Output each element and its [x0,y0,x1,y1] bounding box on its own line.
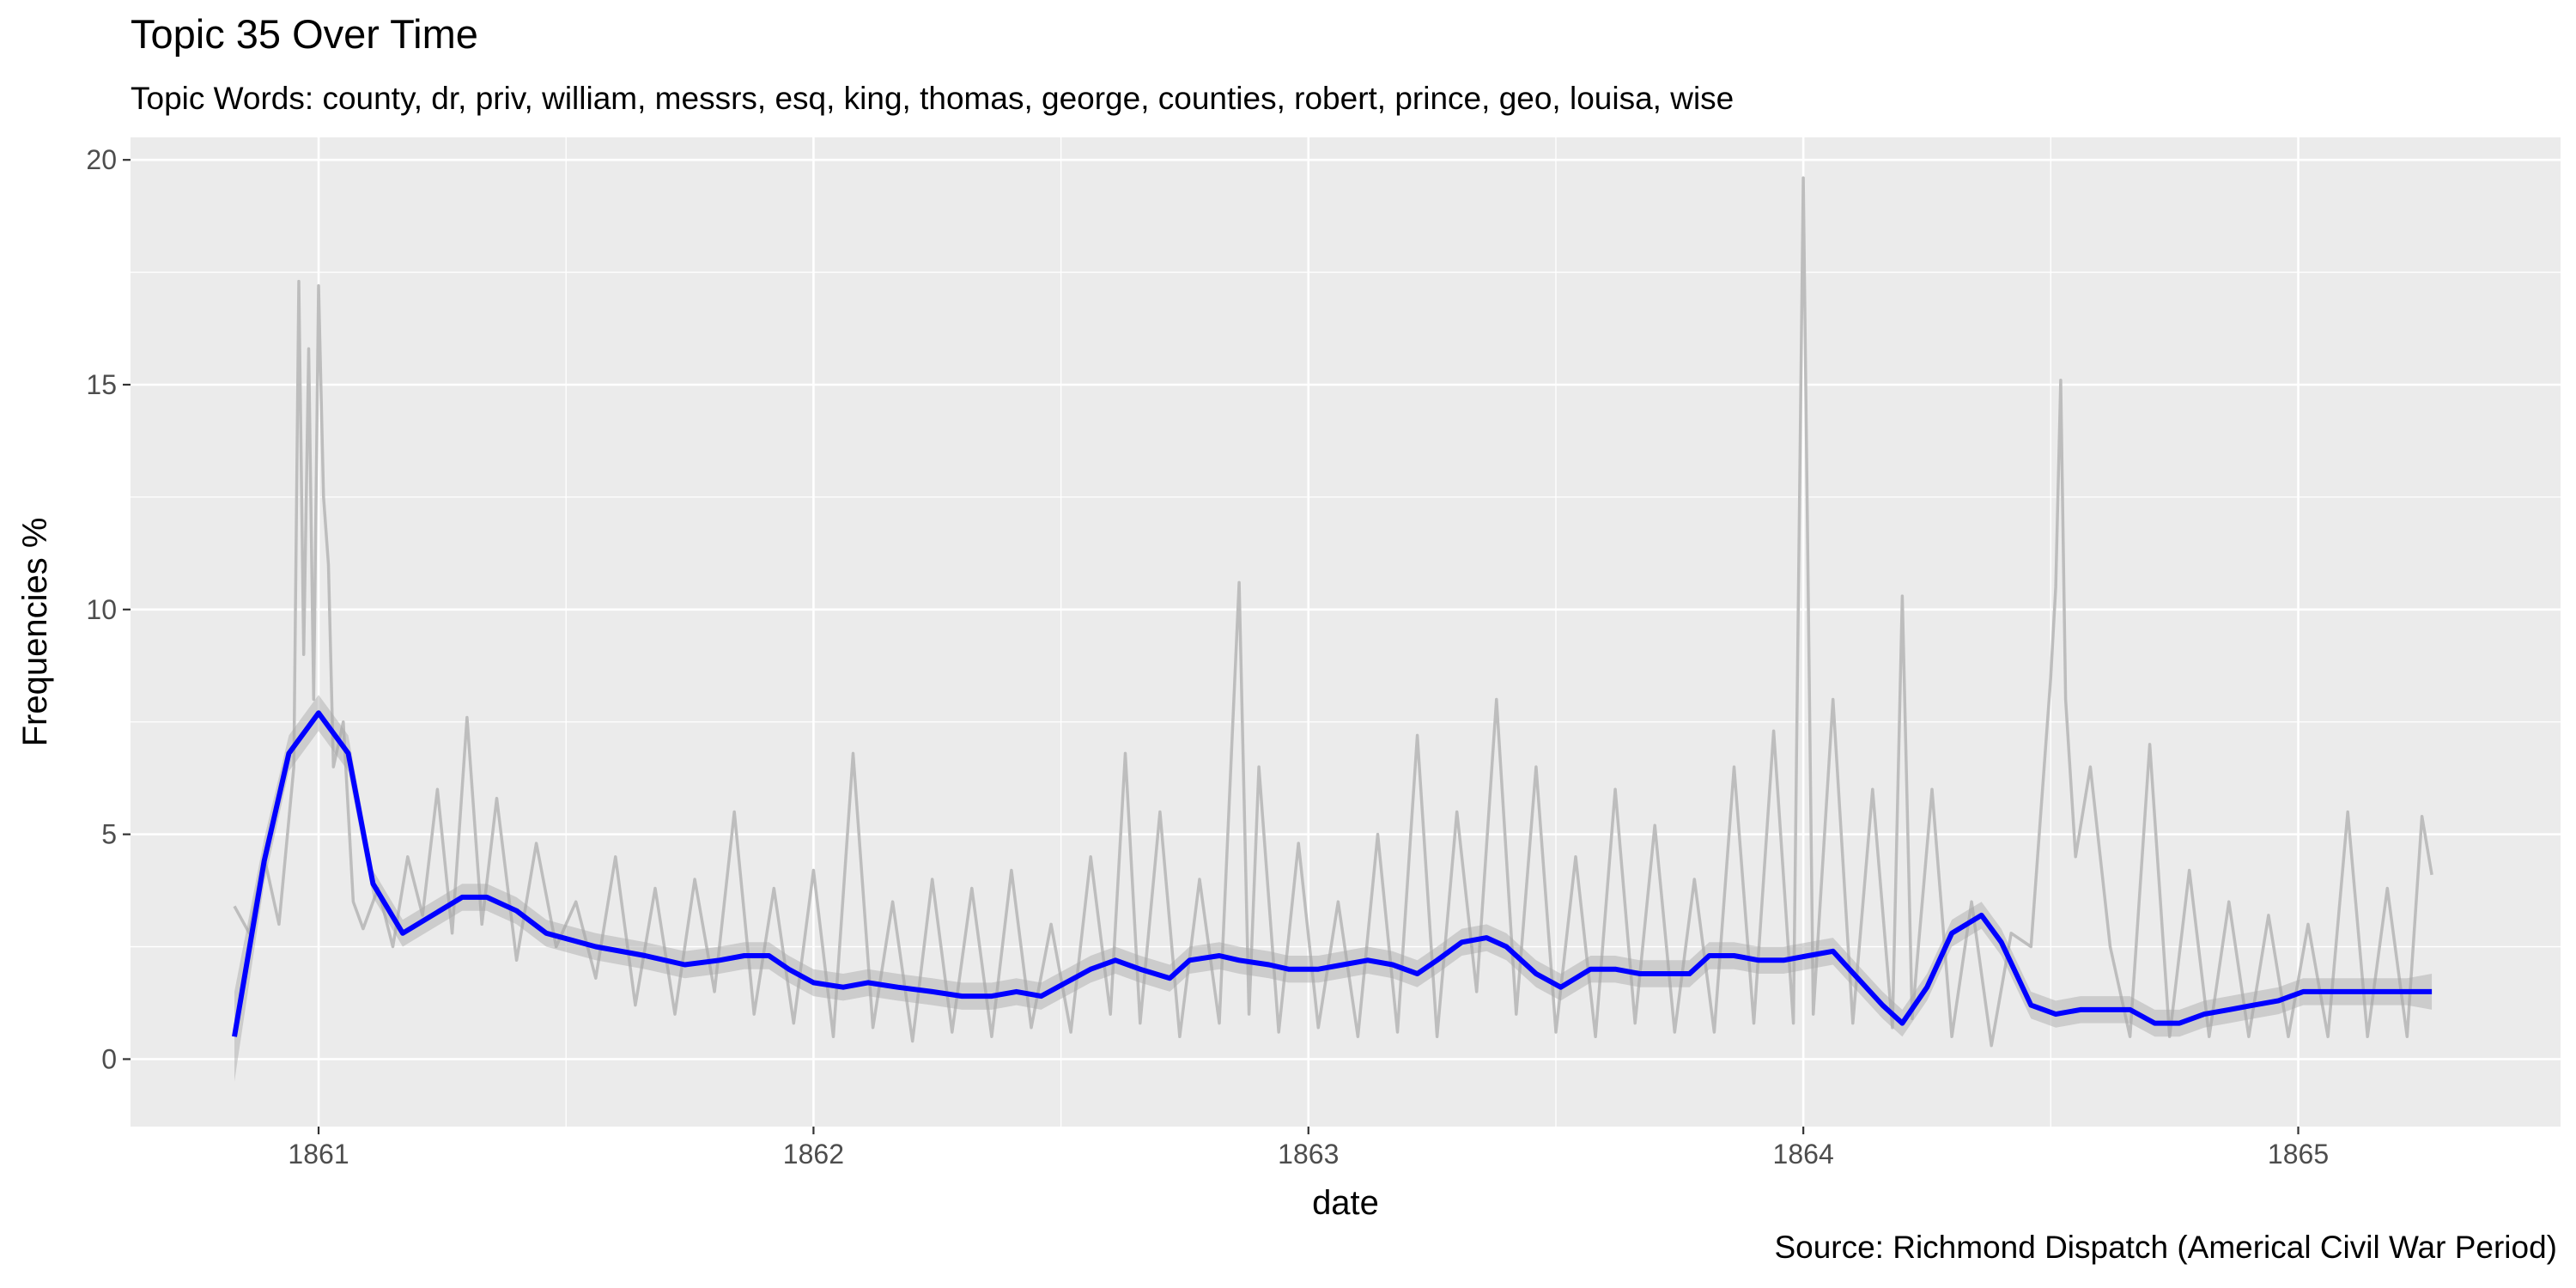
y-axis: 0 5 10 15 20 [86,144,131,1074]
y-tick-label: 15 [86,369,117,400]
y-tick-label: 5 [101,819,117,850]
x-tick-label: 1862 [783,1139,844,1170]
y-tick-label: 0 [101,1043,117,1074]
smoothed-series [232,710,2433,1037]
plot-panel [131,137,2561,1127]
y-axis-title: Frequencies % [16,518,54,747]
x-tick-label: 1865 [2268,1139,2329,1170]
raw-series [233,176,2433,1048]
raw-frequency-line [233,176,2433,1048]
smoothed-trend-line [232,710,2433,1037]
chart-subtitle: Topic Words: county, dr, priv, william, … [131,81,1735,116]
x-tick-label: 1864 [1773,1139,1834,1170]
x-axis: 1861 1862 1863 1864 1865 [288,1127,2329,1170]
major-gridlines [131,137,2561,1127]
chart-caption: Source: Richmond Dispatch (Americal Civi… [1774,1230,2557,1265]
x-axis-title: date [1312,1184,1379,1222]
x-tick-label: 1861 [288,1139,349,1170]
x-tick-label: 1863 [1278,1139,1339,1170]
chart-title: Topic 35 Over Time [131,11,478,57]
minor-gridlines [131,137,2561,1127]
y-tick-label: 10 [86,594,117,625]
y-tick-label: 20 [86,144,117,175]
